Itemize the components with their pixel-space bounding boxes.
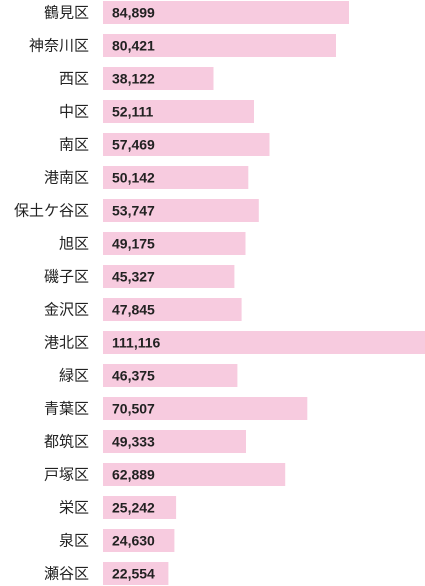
- bar-10: [103, 331, 425, 354]
- category-label-15: 栄区: [59, 499, 89, 517]
- value-label-12: 70,507: [112, 401, 155, 417]
- bar-0: [103, 1, 349, 24]
- category-label-8: 磯子区: [44, 268, 89, 286]
- bar-13: [103, 430, 246, 453]
- category-label-9: 金沢区: [44, 301, 89, 319]
- bar-5: [103, 166, 249, 189]
- category-labels-group: 鶴見区神奈川区西区中区南区港南区保土ケ谷区旭区磯子区金沢区港北区緑区青葉区都筑区…: [14, 4, 89, 583]
- bar-2: [103, 67, 214, 90]
- category-label-1: 神奈川区: [29, 37, 89, 55]
- value-label-7: 49,175: [112, 236, 155, 252]
- bar-15: [103, 496, 177, 519]
- category-label-12: 青葉区: [44, 400, 89, 418]
- category-label-2: 西区: [59, 70, 89, 88]
- value-label-3: 52,111: [112, 104, 153, 120]
- category-label-6: 保土ケ谷区: [14, 202, 89, 220]
- category-label-14: 戸塚区: [44, 466, 89, 484]
- value-label-10: 111,116: [112, 335, 161, 351]
- bar-16: [103, 529, 175, 552]
- category-label-10: 港北区: [44, 334, 89, 352]
- value-label-6: 53,747: [112, 203, 155, 219]
- value-label-4: 57,469: [112, 137, 155, 153]
- bar-8: [103, 265, 235, 288]
- bar-9: [103, 298, 242, 321]
- category-label-11: 緑区: [59, 367, 89, 385]
- bar-12: [103, 397, 308, 420]
- bar-6: [103, 199, 259, 222]
- category-label-17: 瀬谷区: [44, 565, 89, 583]
- bar-14: [103, 463, 286, 486]
- value-label-0: 84,899: [112, 5, 155, 21]
- value-label-14: 62,889: [112, 467, 155, 483]
- value-label-2: 38,122: [112, 71, 155, 87]
- value-labels-group: 84,899 80,421 38,122 52,111 57,469 50,142 53,7…: [112, 5, 161, 582]
- category-label-16: 泉区: [59, 532, 89, 550]
- category-label-0: 鶴見区: [44, 4, 89, 22]
- bar-4: [103, 133, 270, 156]
- value-label-11: 46,375: [112, 368, 155, 384]
- value-label-17: 22,554: [112, 566, 155, 582]
- bar-11: [103, 364, 238, 387]
- value-label-9: 47,845: [112, 302, 155, 318]
- value-label-5: 50,142: [112, 170, 155, 186]
- value-label-8: 45,327: [112, 269, 155, 285]
- bar-17: [103, 562, 169, 585]
- bar-7: [103, 232, 246, 255]
- category-label-13: 都筑区: [44, 433, 89, 451]
- bars-group: [103, 1, 425, 585]
- category-label-3: 中区: [59, 103, 89, 121]
- category-label-4: 南区: [59, 136, 89, 154]
- value-label-16: 24,630: [112, 533, 155, 549]
- category-label-5: 港南区: [44, 169, 89, 187]
- bar-1: [103, 34, 336, 57]
- value-label-1: 80,421: [112, 38, 155, 54]
- category-label-7: 旭区: [59, 235, 89, 253]
- bar-3: [103, 100, 254, 123]
- value-label-15: 25,242: [112, 500, 155, 516]
- value-label-13: 49,333: [112, 434, 155, 450]
